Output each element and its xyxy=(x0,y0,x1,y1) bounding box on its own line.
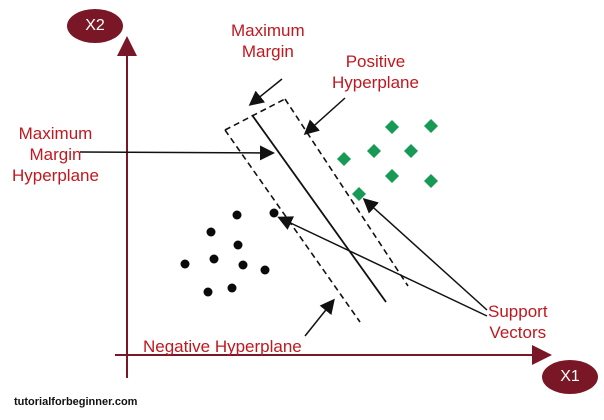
negative-point xyxy=(269,208,279,218)
support-vectors-label-line2: Vectors xyxy=(489,323,547,342)
maximum-margin-label: Maximum Margin xyxy=(231,20,305,62)
maximum-margin-label-line2: Margin xyxy=(241,42,294,61)
negative-point xyxy=(203,287,213,297)
arrow-negative-hyperplane xyxy=(304,298,335,337)
negative-point xyxy=(209,254,219,264)
margin-box-top-edge xyxy=(224,98,286,131)
negative-point xyxy=(233,240,243,250)
x2-axis-label: X2 xyxy=(67,9,123,43)
negative-point xyxy=(260,265,270,275)
support-vectors-label-line1: Support xyxy=(488,302,548,321)
positive-hyperplane-label: Positive Hyperplane xyxy=(332,51,419,93)
positive-hyperplane-label-line2: Hyperplane xyxy=(332,73,419,92)
negative-point xyxy=(232,210,242,220)
positive-point xyxy=(385,120,399,134)
positive-class-points xyxy=(337,119,438,201)
negative-hyperplane-label: Negative Hyperplane xyxy=(143,337,302,356)
positive-point xyxy=(352,187,366,201)
maximum-margin-hyperplane xyxy=(251,114,387,303)
positive-point xyxy=(424,174,438,188)
positive-point xyxy=(385,169,399,183)
arrow-mmh xyxy=(79,145,275,161)
arrow-maximum-margin xyxy=(248,78,283,106)
arrow-support-vector-2 xyxy=(277,216,488,317)
mmh-label-line2: Margin xyxy=(29,145,82,164)
arrow-support-vector-1 xyxy=(362,197,488,311)
negative-point xyxy=(238,260,248,270)
positive-hyperplane xyxy=(284,98,409,287)
positive-hyperplane-label-line1: Positive xyxy=(345,52,406,71)
footer-credit: tutorialforbeginner.com xyxy=(14,396,138,408)
arrow-positive-hyperplane xyxy=(303,97,346,136)
mmh-label-line1: Maximum xyxy=(18,124,93,143)
negative-point xyxy=(180,259,190,269)
support-vectors-label: Support Vectors xyxy=(488,301,548,343)
negative-point xyxy=(206,227,216,237)
negative-class-points xyxy=(180,208,279,297)
positive-point xyxy=(337,152,351,166)
mmh-label-line3: Hyperplane xyxy=(12,166,99,185)
x1-axis-label: X1 xyxy=(542,360,598,394)
positive-point xyxy=(424,119,438,133)
maximum-margin-label-line1: Maximum xyxy=(231,21,305,40)
maximum-margin-hyperplane-label: Maximum Margin Hyperplane xyxy=(12,123,99,186)
negative-point xyxy=(227,283,237,293)
negative-hyperplane xyxy=(224,129,361,323)
positive-point xyxy=(367,144,381,158)
positive-point xyxy=(404,144,418,158)
